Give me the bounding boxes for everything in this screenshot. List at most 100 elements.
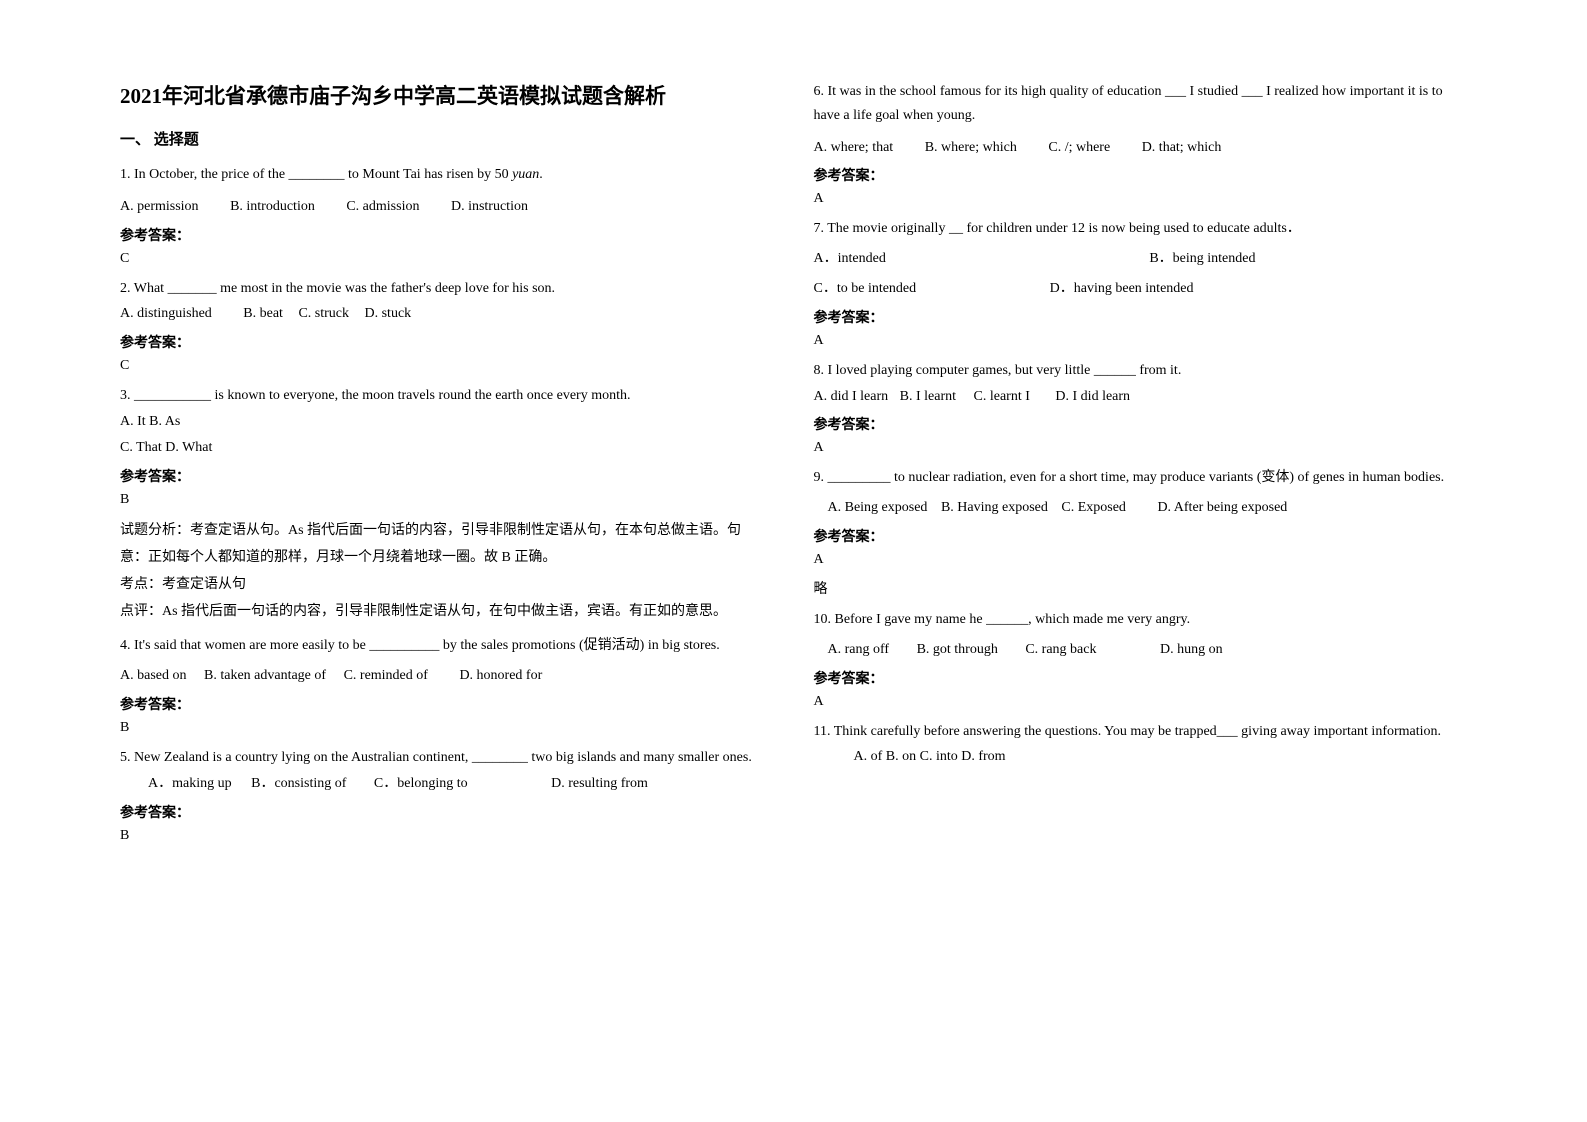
answer-label: 参考答案： [814,414,1468,434]
option-b: B．being intended [1149,247,1255,271]
question-8: 8. I loved playing computer games, but v… [814,359,1468,457]
options-line-1: A. It B. As [120,410,774,434]
answer-value: A [814,333,1468,349]
option-a: A. based on [120,664,187,688]
option-b: B．consisting of [251,772,346,796]
question-options: A. where; that B. where; which C. /; whe… [814,136,1468,160]
option-c: C. /; where [1048,136,1110,160]
option-a: A. Being exposed [828,496,928,520]
option-a: A. permission [120,195,199,219]
question-options: A. did I learn B. I learnt C. learnt I D… [814,385,1468,409]
page: 2021年河北省承德市庙子沟乡中学高二英语模拟试题含解析 一、 选择题 1. I… [0,0,1587,1122]
option-c: C. reminded of [344,664,428,688]
question-3: 3. ___________ is known to everyone, the… [120,384,774,624]
question-stem: 11. Think carefully before answering the… [814,720,1468,744]
answer-label: 参考答案： [814,526,1468,546]
answer-label: 参考答案： [120,466,774,486]
question-11: 11. Think carefully before answering the… [814,720,1468,770]
option-c: C. Exposed [1061,496,1126,520]
question-options: A．making up B．consisting of C．belonging … [120,772,774,796]
option-d: D. honored for [459,664,542,688]
question-4: 4. It's said that women are more easily … [120,634,774,736]
option-b: B. Having exposed [941,496,1048,520]
answer-label: 参考答案： [814,165,1468,185]
answer-label: 参考答案： [120,802,774,822]
option-b: B. taken advantage of [204,664,326,688]
omit-label: 略 [814,578,1468,598]
question-options: A. Being exposed B. Having exposed C. Ex… [814,496,1468,520]
option-b: B. beat [243,302,283,326]
option-c: C. struck [298,302,349,326]
option-d: D. hung on [1160,638,1223,662]
option-d: D．having been intended [1050,277,1194,301]
question-stem: 7. The movie originally __ for children … [814,217,1468,241]
question-stem: 2. What _______ me most in the movie was… [120,277,774,301]
option-a: A．intended [814,247,886,271]
option-a: A. did I learn [814,385,889,409]
option-d: D. that; which [1142,136,1222,160]
answer-value: C [120,251,774,267]
answer-value: A [814,440,1468,456]
option-b: B. got through [917,638,998,662]
question-2: 2. What _______ me most in the movie was… [120,277,774,375]
answer-label: 参考答案： [120,225,774,245]
answer-value: B [120,828,774,844]
option-c: C. learnt I [974,385,1030,409]
answer-value: B [120,492,774,508]
options-line: A. of B. on C. into D. from [854,745,1006,769]
question-9: 9. _________ to nuclear radiation, even … [814,466,1468,598]
question-options: A. permission B. introduction C. admissi… [120,195,774,219]
explanation-line: 点评：As 指代后面一句话的内容，引导非限制性定语从句，在句中做主语，宾语。有正… [120,599,774,624]
option-a: A. distinguished [120,302,212,326]
question-stem: 10. Before I gave my name he ______, whi… [814,608,1468,632]
option-b: B. where; which [925,136,1017,160]
question-stem: 4. It's said that women are more easily … [120,634,774,658]
option-c: C．to be intended [814,277,917,301]
question-stem: 6. It was in the school famous for its h… [814,80,1468,128]
answer-label: 参考答案： [814,668,1468,688]
answer-label: 参考答案： [120,694,774,714]
answer-value: B [120,720,774,736]
doc-title: 2021年河北省承德市庙子沟乡中学高二英语模拟试题含解析 [120,80,774,110]
option-b: B. I learnt [900,385,956,409]
answer-label: 参考答案： [120,332,774,352]
question-options: A. of B. on C. into D. from [814,745,1468,769]
option-b: B. introduction [230,195,315,219]
question-5: 5. New Zealand is a country lying on the… [120,746,774,844]
answer-value: A [814,694,1468,710]
right-column: 6. It was in the school famous for its h… [794,80,1488,1082]
explanation-line: 试题分析：考查定语从句。As 指代后面一句话的内容，引导非限制性定语从句，在本句… [120,518,774,543]
option-d: D. instruction [451,195,528,219]
option-d: D. I did learn [1055,385,1130,409]
question-options: A. distinguished B. beat C. struck D. st… [120,302,774,326]
question-options: A. rang off B. got through C. rang back … [814,638,1468,662]
left-column: 2021年河北省承德市庙子沟乡中学高二英语模拟试题含解析 一、 选择题 1. I… [100,80,794,1082]
stem-italic: yuan [512,167,539,182]
question-stem: 5. New Zealand is a country lying on the… [120,746,774,770]
question-10: 10. Before I gave my name he ______, whi… [814,608,1468,710]
question-1: 1. In October, the price of the ________… [120,163,774,267]
option-c: C．belonging to [374,772,468,796]
stem-text: 1. In October, the price of the ________… [120,167,512,182]
option-a: A. rang off [828,638,890,662]
option-d: D. stuck [365,302,412,326]
answer-value: C [120,358,774,374]
question-stem: 8. I loved playing computer games, but v… [814,359,1468,383]
question-options: A. based on B. taken advantage of C. rem… [120,664,774,688]
question-stem: 9. _________ to nuclear radiation, even … [814,466,1468,490]
answer-label: 参考答案： [814,307,1468,327]
question-options-row1: A．intended B．being intended [814,247,1468,271]
stem-tail: . [539,167,543,182]
option-d: D. resulting from [551,772,648,796]
question-7: 7. The movie originally __ for children … [814,217,1468,348]
explanation-line: 考点：考查定语从句 [120,572,774,597]
explanation-line: 意：正如每个人都知道的那样，月球一个月绕着地球一圈。故 B 正确。 [120,545,774,570]
option-c: C. admission [346,195,419,219]
option-d: D. After being exposed [1157,496,1287,520]
option-c: C. rang back [1025,638,1096,662]
answer-value: A [814,191,1468,207]
question-options-row2: C．to be intended D．having been intended [814,277,1468,301]
answer-value: A [814,552,1468,568]
option-a: A．making up [148,772,232,796]
question-stem: 3. ___________ is known to everyone, the… [120,384,774,408]
